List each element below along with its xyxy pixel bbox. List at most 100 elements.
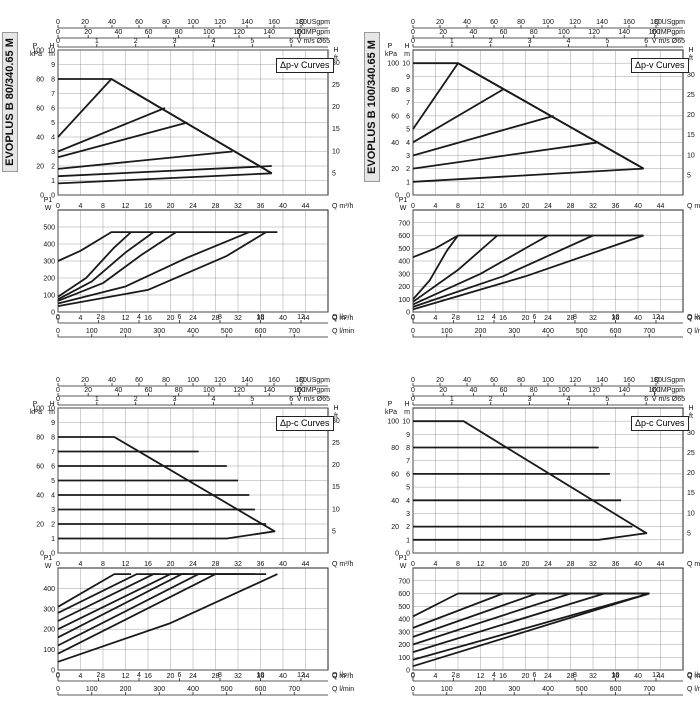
head-p-label: P	[33, 43, 38, 50]
sidebar-model-tab: EVOPLUS B 100/340.65 M	[364, 32, 380, 182]
top-axis-label-usgpm: Q USgpm	[299, 19, 330, 26]
power-y-tick-label: 100	[398, 655, 410, 662]
ls-tick-label: 10	[257, 672, 265, 679]
top-tick-label-usgpm: 80	[162, 377, 170, 384]
lmin-tick-label: 100	[86, 686, 98, 693]
power-y-tick-label: 0	[406, 310, 410, 317]
power-x-tick-label-m3h: 28	[567, 315, 575, 322]
power-y-tick-label: 200	[43, 276, 55, 283]
power-curve	[57, 573, 132, 608]
curve-legend: Δp-c Curves	[276, 416, 334, 431]
ls-tick-label: 6	[178, 314, 182, 321]
top-tick-label-usgpm: 60	[135, 377, 143, 384]
head-x-tick-label: 44	[302, 561, 310, 568]
power-x-tick-label-m3h: 44	[302, 315, 310, 322]
lmin-tick-label: 500	[221, 328, 233, 335]
power-w-label: W	[400, 205, 407, 212]
top-tick-label-velocity: 1	[450, 396, 454, 403]
top-tick-label-usgpm: 40	[463, 377, 471, 384]
head-ft-label: ft	[334, 55, 338, 62]
power-curve	[57, 231, 267, 307]
top-tick-label-usgpm: 0	[56, 19, 60, 26]
power-y-tick-label: 200	[43, 627, 55, 634]
head-x-tick-label: 12	[122, 203, 130, 210]
power-p1-label: P1	[44, 197, 53, 204]
head-y-tick-label-m: 8	[406, 87, 410, 94]
power-x-tick-label-m3h: 36	[612, 315, 620, 322]
top-tick-label-velocity: 5	[605, 396, 609, 403]
lmin-tick-label: 500	[576, 328, 588, 335]
top-tick-label-impgpm: 140	[263, 387, 275, 394]
top-axis-label-velocity: V m/s Ø65	[652, 396, 685, 403]
head-y-tick-label-m: 1	[406, 537, 410, 544]
head-y-tick-label-ft: 30	[332, 60, 340, 67]
top-tick-label-velocity: 3	[173, 38, 177, 45]
power-x-tick-label-m3h: 28	[567, 673, 575, 680]
head-x-tick-label: 0	[56, 561, 60, 568]
head-curve	[58, 78, 273, 175]
top-tick-label-velocity: 5	[605, 38, 609, 45]
power-x-tick-label-m3h: 40	[634, 673, 642, 680]
head-x-tick-label: 24	[189, 203, 197, 210]
power-y-tick-label: 500	[398, 604, 410, 611]
head-y-tick-label-kpa: 80	[391, 87, 399, 94]
top-tick-label-impgpm: 160	[649, 387, 661, 394]
sidebar-model-label: EVOPLUS B 80/340.65 M	[4, 38, 16, 166]
lmin-tick-label: 600	[610, 328, 622, 335]
head-y-tick-label-m: 5	[51, 478, 55, 485]
top-tick-label-usgpm: 60	[135, 19, 143, 26]
power-p1-label: P1	[44, 555, 53, 562]
ls-tick-label: 4	[137, 672, 141, 679]
lmin-tick-label: 300	[508, 686, 520, 693]
power-y-tick-label: 300	[398, 271, 410, 278]
top-tick-label-velocity: 2	[134, 38, 138, 45]
head-curve	[57, 121, 188, 159]
lmin-axis-label: Q l/min	[687, 686, 700, 693]
power-x-tick-label-m3h: 8	[101, 673, 105, 680]
lmin-tick-label: 400	[542, 686, 554, 693]
top-tick-label-velocity: 4	[212, 396, 216, 403]
head-kpa-label: kPa	[385, 409, 397, 416]
head-y-tick-label-m: 7	[51, 91, 55, 98]
power-curve	[412, 592, 650, 661]
top-tick-label-velocity: 1	[450, 38, 454, 45]
power-x-tick-label-m3h: 36	[612, 673, 620, 680]
power-x-tick-label-m3h: 24	[189, 673, 197, 680]
top-tick-label-impgpm: 0	[411, 29, 415, 36]
ls-axis-label: Q l/s	[687, 672, 700, 679]
top-tick-label-usgpm: 160	[623, 377, 635, 384]
head-y-tick-label-m: 10	[47, 406, 55, 413]
head-y-tick-label-ft: 15	[332, 126, 340, 133]
top-tick-label-velocity: 3	[173, 396, 177, 403]
ls-tick-label: 4	[137, 314, 141, 321]
power-y-tick-label: 500	[43, 225, 55, 232]
power-curve	[57, 573, 267, 655]
power-x-tick-label-m3h: 0	[411, 315, 415, 322]
power-y-tick-label: 400	[398, 617, 410, 624]
head-y-tick-label-m: 10	[47, 48, 55, 55]
top-tick-label-impgpm: 60	[145, 29, 153, 36]
top-tick-label-impgpm: 140	[618, 29, 630, 36]
power-x-tick-label-m3h: 20	[522, 315, 530, 322]
head-y-tick-label-ft: 30	[332, 418, 340, 425]
head-curve	[57, 172, 272, 185]
head-y-tick-label-kpa: 40	[391, 498, 399, 505]
head-y-tick-label-m: 6	[51, 106, 55, 113]
curve-legend: Δp-c Curves	[631, 416, 689, 431]
top-tick-label-velocity: 0	[56, 396, 60, 403]
head-y-tick-label-kpa: 0	[395, 551, 399, 558]
top-axis-label-impgpm: Q IMPgpm	[297, 387, 331, 394]
head-x-tick-label: 4	[79, 203, 83, 210]
top-tick-label-usgpm: 40	[108, 377, 116, 384]
top-tick-label-velocity: 0	[411, 396, 415, 403]
ls-tick-label: 2	[452, 314, 456, 321]
head-curve	[57, 150, 233, 170]
head-x-tick-label: 8	[101, 203, 105, 210]
top-tick-label-impgpm: 60	[145, 387, 153, 394]
top-tick-label-velocity: 5	[250, 38, 254, 45]
top-tick-label-usgpm: 180	[650, 19, 662, 26]
head-y-tick-label-m: 5	[406, 127, 410, 134]
lmin-tick-label: 400	[542, 328, 554, 335]
head-y-tick-label-m: 0	[406, 193, 410, 200]
